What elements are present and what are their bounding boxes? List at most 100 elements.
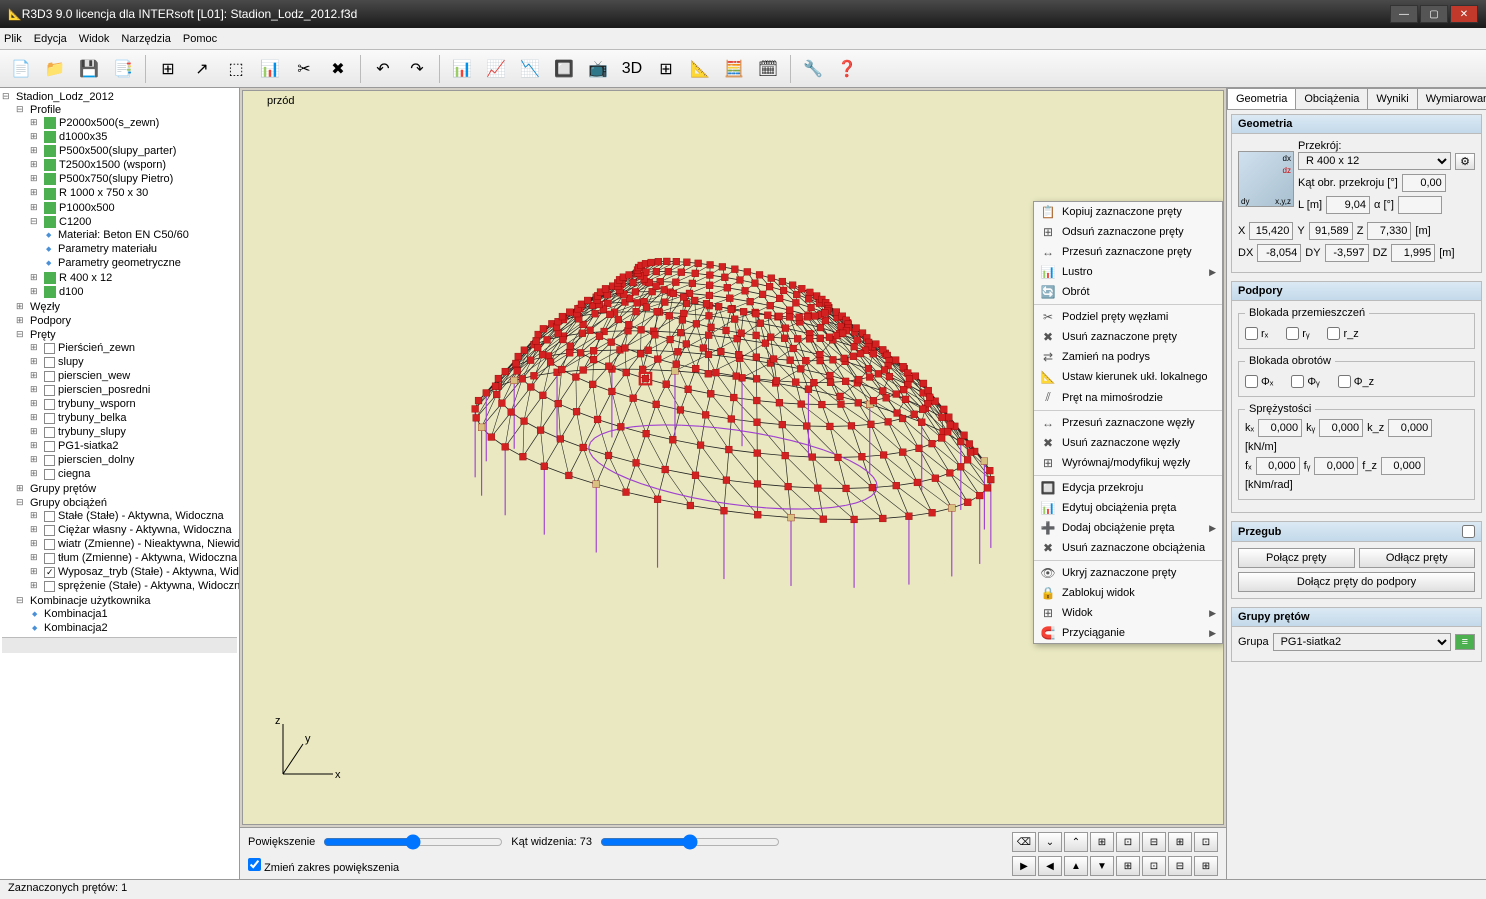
tree-item[interactable]: pierscien_dolny	[58, 454, 134, 466]
tree-item[interactable]: d100	[59, 286, 83, 298]
nav-button[interactable]: ▼	[1090, 856, 1114, 876]
tree-item[interactable]: Materiał: Beton EN C50/60	[58, 229, 189, 241]
ky-input[interactable]	[1319, 419, 1363, 437]
nav-button[interactable]: ⌃	[1064, 832, 1088, 852]
tree-item[interactable]: P500x750(slupy Pietro)	[59, 173, 173, 185]
context-menu-item[interactable]: 📐Ustaw kierunek ukł. lokalnego	[1034, 367, 1222, 387]
tree-item[interactable]: Pręty	[30, 329, 56, 341]
context-menu-item[interactable]: ➕Dodaj obciążenie pręta▶	[1034, 518, 1222, 538]
toolbar-button[interactable]: 🧮	[719, 54, 749, 84]
maximize-button[interactable]: ▢	[1420, 5, 1448, 23]
nav-button[interactable]: ⊞	[1194, 856, 1218, 876]
tree-item[interactable]: Profile	[30, 104, 61, 116]
toolbar-button[interactable]: 3D	[617, 54, 647, 84]
tree-item[interactable]: Parametry materiału	[58, 243, 157, 255]
tree-item[interactable]: slupy	[58, 356, 84, 368]
project-tree[interactable]: Stadion_Lodz_2012ProfileP2000x500(s_zewn…	[0, 88, 240, 879]
toolbar-button[interactable]: 🗓	[753, 54, 783, 84]
context-menu-item[interactable]: ↔Przesuń zaznaczone węzły	[1034, 413, 1222, 433]
menu-pomoc[interactable]: Pomoc	[183, 33, 217, 45]
polacz-button[interactable]: Połącz pręty	[1238, 548, 1355, 568]
nav-button[interactable]: ⊟	[1142, 832, 1166, 852]
tree-item[interactable]: P1000x500	[59, 202, 115, 214]
tree-item[interactable]: trybuny_belka	[58, 412, 127, 424]
tree-item[interactable]: Kombinacja2	[44, 622, 108, 634]
tab-wyniki[interactable]: Wyniki	[1367, 88, 1417, 109]
context-menu-item[interactable]: ✖Usuń zaznaczone węzły	[1034, 433, 1222, 453]
tree-item[interactable]: Stadion_Lodz_2012	[16, 91, 114, 103]
context-menu-item[interactable]: ⊞Wyrównaj/modyfikuj węzły	[1034, 453, 1222, 473]
tree-item[interactable]: trybuny_wsporn	[58, 398, 136, 410]
toolbar-button[interactable]: 🔲	[549, 54, 579, 84]
x-input[interactable]	[1249, 222, 1293, 240]
tree-item[interactable]: Ciężar własny - Aktywna, Widoczna	[58, 524, 232, 536]
tree-item[interactable]: Wyposaz_tryb (Stałe) - Aktywna, Widoczna	[58, 566, 240, 578]
context-menu-item[interactable]: 🔄Obrót	[1034, 282, 1222, 302]
context-menu-item[interactable]: ⇄Zamień na podrys	[1034, 347, 1222, 367]
ry-checkbox[interactable]: rᵧ	[1286, 327, 1309, 340]
tree-item[interactable]: d1000x35	[59, 131, 107, 143]
toolbar-button[interactable]: ✖	[323, 54, 353, 84]
context-menu-item[interactable]: 📋Kopiuj zaznaczone pręty	[1034, 202, 1222, 222]
toolbar-button[interactable]: 📈	[481, 54, 511, 84]
nav-button[interactable]: ⊟	[1168, 856, 1192, 876]
toolbar-button[interactable]: 📉	[515, 54, 545, 84]
nav-button[interactable]: ⊞	[1168, 832, 1192, 852]
rz-checkbox[interactable]: r_z	[1327, 327, 1358, 340]
toolbar-button[interactable]: 📄	[6, 54, 36, 84]
phix-checkbox[interactable]: Φₓ	[1245, 375, 1273, 388]
menu-widok[interactable]: Widok	[79, 33, 110, 45]
rx-checkbox[interactable]: rₓ	[1245, 327, 1268, 340]
tree-item[interactable]: Węzły	[30, 301, 60, 313]
fx-input[interactable]	[1256, 457, 1300, 475]
kx-input[interactable]	[1258, 419, 1302, 437]
grupa-button[interactable]: ≡	[1455, 634, 1475, 650]
toolbar-button[interactable]: 📐	[685, 54, 715, 84]
tree-item[interactable]: PG1-siatka2	[58, 440, 119, 452]
tab-wymiarowanie[interactable]: Wymiarowanie	[1417, 88, 1486, 109]
nav-button[interactable]: ▲	[1064, 856, 1088, 876]
toolbar-button[interactable]: 💾	[74, 54, 104, 84]
y-input[interactable]	[1309, 222, 1353, 240]
tree-item[interactable]: Kombinacje użytkownika	[30, 595, 150, 607]
tree-item[interactable]: pierscien_wew	[58, 370, 130, 382]
phiy-checkbox[interactable]: Φᵧ	[1291, 375, 1319, 388]
nav-button[interactable]: ⌄	[1038, 832, 1062, 852]
menu-edycja[interactable]: Edycja	[34, 33, 67, 45]
tab-geometria[interactable]: Geometria	[1227, 88, 1296, 109]
toolbar-button[interactable]: ⊞	[153, 54, 183, 84]
context-menu-item[interactable]: ⊞Odsuń zaznaczone pręty	[1034, 222, 1222, 242]
tree-item[interactable]: P2000x500(s_zewn)	[59, 117, 159, 129]
przegub-checkbox[interactable]	[1462, 525, 1475, 538]
close-button[interactable]: ✕	[1450, 5, 1478, 23]
przekroj-edit-button[interactable]: ⚙	[1455, 153, 1475, 170]
przekroj-select[interactable]: R 400 x 12	[1298, 152, 1451, 170]
toolbar-button[interactable]: 📺	[583, 54, 613, 84]
tree-item[interactable]: Parametry geometryczne	[58, 257, 181, 269]
nav-button[interactable]: ⊡	[1116, 832, 1140, 852]
context-menu-item[interactable]: ⫽Pręt na mimośrodzie	[1034, 387, 1222, 408]
dz-input[interactable]	[1391, 244, 1435, 262]
fov-slider[interactable]	[600, 834, 780, 850]
dolacz-button[interactable]: Dołącz pręty do podpory	[1238, 572, 1475, 592]
zoom-range-checkbox[interactable]: Zmień zakres powiększenia	[248, 858, 399, 874]
toolbar-button[interactable]: 📑	[108, 54, 138, 84]
menu-plik[interactable]: Plik	[4, 33, 22, 45]
tree-item[interactable]: sprężenie (Stałe) - Aktywna, Widoczna	[58, 580, 240, 592]
context-menu-item[interactable]: 📊Lustro▶	[1034, 262, 1222, 282]
context-menu-item[interactable]: ✖Usuń zaznaczone pręty	[1034, 327, 1222, 347]
tree-item[interactable]: Podpory	[30, 315, 71, 327]
tree-hscroll[interactable]	[2, 637, 237, 653]
nav-button[interactable]: ⊞	[1116, 856, 1140, 876]
toolbar-button[interactable]: 📊	[447, 54, 477, 84]
kz-input[interactable]	[1388, 419, 1432, 437]
context-menu-item[interactable]: 📊Edytuj obciążenia pręta	[1034, 498, 1222, 518]
nav-button[interactable]: ⊡	[1142, 856, 1166, 876]
context-menu-item[interactable]: 🔲Edycja przekroju	[1034, 478, 1222, 498]
tree-item[interactable]: Pierścień_zewn	[58, 342, 135, 354]
toolbar-button[interactable]: ↶	[368, 54, 398, 84]
tree-item[interactable]: Grupy prętów	[30, 483, 96, 495]
fy-input[interactable]	[1314, 457, 1358, 475]
phiz-checkbox[interactable]: Φ_z	[1338, 375, 1374, 388]
grupa-select[interactable]: PG1-siatka2	[1273, 633, 1451, 651]
